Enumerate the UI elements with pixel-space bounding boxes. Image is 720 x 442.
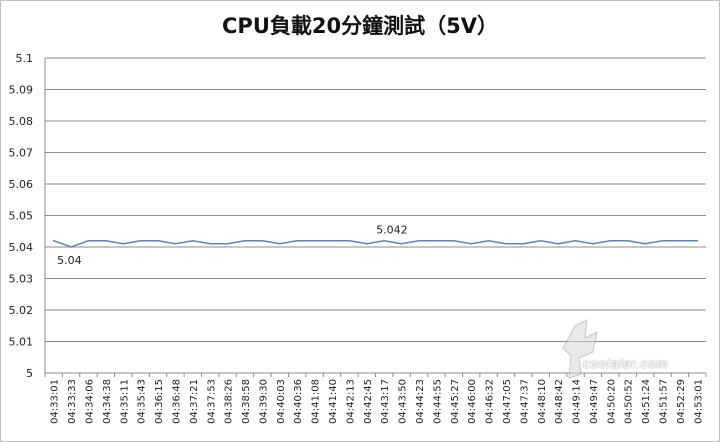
data-point bbox=[105, 239, 107, 242]
data-point bbox=[435, 239, 438, 242]
x-tick-label: 04:52:29 bbox=[676, 379, 687, 424]
x-tick-label: 04:38:58 bbox=[241, 379, 252, 424]
data-point bbox=[505, 243, 507, 245]
data-point bbox=[696, 239, 699, 242]
x-tick-label: 04:50:20 bbox=[606, 379, 617, 424]
data-point bbox=[70, 246, 72, 248]
chart-title: CPU負載20分鐘測試（5V） bbox=[222, 14, 498, 38]
y-tick-label: 5.04 bbox=[9, 241, 34, 254]
x-tick-label: 04:44:55 bbox=[432, 379, 443, 424]
y-tick-label: 5.08 bbox=[9, 115, 34, 128]
x-tick-label: 04:41:40 bbox=[328, 379, 339, 424]
y-tick-label: 5.07 bbox=[9, 147, 34, 160]
data-point bbox=[209, 243, 212, 245]
x-tick-label: 04:35:11 bbox=[119, 379, 130, 424]
x-tick-label: 04:47:37 bbox=[519, 379, 530, 424]
data-point bbox=[452, 239, 455, 242]
x-tick-label: 04:44:23 bbox=[415, 379, 426, 424]
data-point bbox=[52, 239, 55, 242]
data-point bbox=[226, 243, 229, 245]
x-tick-label: 04:42:13 bbox=[345, 379, 356, 424]
x-tick-label: 04:34:38 bbox=[102, 379, 113, 424]
x-tick-label: 04:33:01 bbox=[50, 379, 61, 424]
data-point bbox=[522, 243, 525, 245]
data-point bbox=[661, 239, 664, 242]
x-tick-label: 04:46:32 bbox=[485, 379, 496, 424]
x-tick-label: 04:40:36 bbox=[293, 379, 304, 424]
data-point bbox=[139, 239, 142, 242]
series-line bbox=[53, 239, 698, 248]
data-point bbox=[592, 243, 594, 245]
data-point bbox=[261, 239, 264, 242]
x-tick-label: 04:39:30 bbox=[258, 379, 269, 424]
data-label: 5.042 bbox=[376, 224, 408, 237]
x-tick-label: 04:36:15 bbox=[154, 379, 165, 424]
data-point bbox=[609, 239, 612, 242]
x-tick-label: 04:48:42 bbox=[554, 379, 565, 424]
x-tick-label: 04:36:48 bbox=[171, 379, 182, 424]
data-point bbox=[400, 243, 403, 245]
y-tick-label: 5.06 bbox=[9, 178, 34, 191]
data-point bbox=[192, 239, 194, 242]
x-tick-label: 04:47:05 bbox=[502, 379, 513, 424]
x-tick-label: 04:41:08 bbox=[311, 379, 322, 424]
x-tick-label: 04:42:45 bbox=[363, 379, 374, 424]
data-point bbox=[487, 239, 490, 242]
watermark-logo-icon bbox=[562, 319, 598, 379]
y-tick-label: 5.02 bbox=[9, 304, 34, 317]
y-tick-label: 5.05 bbox=[9, 210, 34, 223]
data-point bbox=[157, 239, 159, 242]
watermark-text: coolaler.com bbox=[583, 356, 669, 371]
x-tick-label: 04:49:14 bbox=[572, 379, 583, 424]
data-point bbox=[313, 239, 316, 242]
data-point bbox=[174, 243, 177, 245]
x-tick-label: 04:53:01 bbox=[693, 379, 704, 424]
x-tick-label: 04:50:52 bbox=[624, 379, 635, 424]
data-point bbox=[470, 243, 472, 245]
x-tick-label: 04:37:21 bbox=[189, 379, 200, 424]
x-tick-label: 04:49:47 bbox=[589, 379, 600, 424]
x-tick-label: 04:37:53 bbox=[206, 379, 217, 424]
x-tick-label: 04:51:24 bbox=[641, 379, 652, 424]
data-point bbox=[418, 239, 420, 242]
data-point bbox=[383, 239, 385, 242]
x-tick-label: 04:40:03 bbox=[276, 379, 287, 424]
x-tick-label: 04:35:43 bbox=[137, 379, 148, 424]
x-tick-label: 04:38:26 bbox=[224, 379, 235, 424]
data-point bbox=[244, 239, 246, 242]
x-tick-label: 04:34:06 bbox=[84, 379, 95, 424]
x-tick-label: 04:48:10 bbox=[537, 379, 548, 424]
data-point bbox=[366, 243, 368, 245]
x-tick-label: 04:33:33 bbox=[67, 379, 78, 424]
data-point bbox=[574, 239, 577, 242]
data-point bbox=[644, 243, 646, 245]
data-point bbox=[296, 239, 299, 242]
data-point bbox=[557, 243, 559, 245]
data-point bbox=[87, 239, 90, 242]
data-point bbox=[348, 239, 351, 242]
data-point bbox=[626, 239, 629, 242]
y-tick-label: 5.01 bbox=[9, 336, 34, 349]
data-point bbox=[331, 239, 333, 242]
data-point bbox=[539, 239, 542, 242]
y-tick-label: 5.1 bbox=[16, 52, 34, 65]
x-tick-label: 04:51:57 bbox=[659, 379, 670, 424]
x-tick-label: 04:43:17 bbox=[380, 379, 391, 424]
x-tick-label: 04:45:27 bbox=[450, 379, 461, 424]
data-label: 5.04 bbox=[57, 254, 81, 267]
data-point bbox=[122, 243, 125, 245]
x-tick-label: 04:43:50 bbox=[398, 379, 409, 424]
y-tick-label: 5 bbox=[26, 367, 33, 380]
y-tick-label: 5.03 bbox=[9, 273, 34, 286]
y-tick-label: 5.09 bbox=[9, 84, 34, 97]
data-point bbox=[679, 239, 681, 242]
data-point bbox=[279, 243, 281, 245]
x-tick-label: 04:46:00 bbox=[467, 379, 478, 424]
